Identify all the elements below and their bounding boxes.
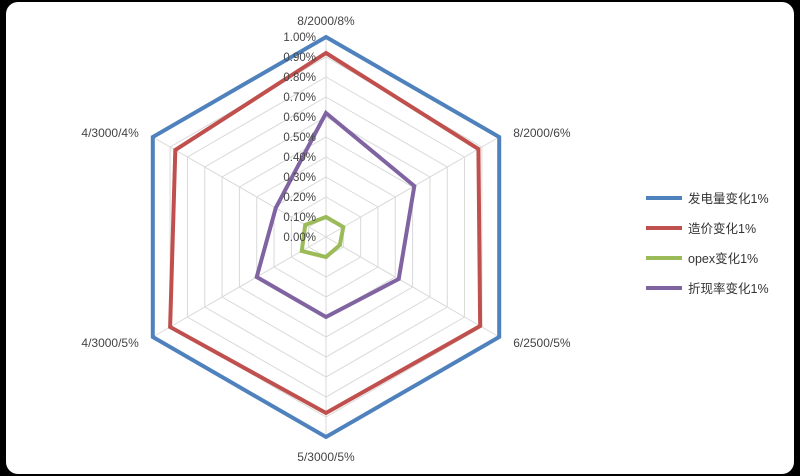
radial-tick-label: 0.40%: [283, 152, 316, 164]
grid-spoke: [325, 236, 500, 338]
category-label: 4/3000/5%: [81, 336, 139, 350]
radar-chart: 0.00% 0.10% 0.20% 0.30% 0.40% 0.50% 0.60% 0.70%…: [81, 14, 769, 464]
radial-tick-label: 0.70%: [283, 92, 316, 104]
category-label: 6/2500/5%: [513, 336, 571, 350]
legend-label: opex变化1%: [688, 251, 758, 266]
radial-tick-label: 0.60%: [283, 112, 316, 124]
series-line-2: [168, 50, 483, 416]
series-line-3: [299, 214, 346, 260]
radial-tick-label: 0.00%: [283, 232, 316, 244]
radial-tick-label: 1.00%: [283, 32, 316, 44]
legend-label: 造价变化1%: [688, 221, 756, 236]
chart-frame: 0.00% 0.10% 0.20% 0.30% 0.40% 0.50% 0.60% 0.70%…: [6, 2, 794, 474]
radial-tick-label: 0.10%: [283, 212, 316, 224]
legend-label: 折现率变化1%: [688, 281, 769, 296]
radial-tick-label: 0.50%: [283, 132, 316, 144]
legend-label: 发电量变化1%: [688, 191, 769, 206]
series-line-4: [254, 109, 417, 320]
grid-spoke: [152, 136, 327, 238]
series-line-1: [150, 34, 502, 440]
category-label: 4/3000/4%: [81, 126, 139, 140]
radial-tick-label: 0.80%: [283, 72, 316, 84]
radial-tick-label: 0.20%: [283, 192, 316, 204]
category-label: 8/2000/6%: [513, 126, 571, 140]
grid-spoke: [152, 236, 327, 338]
category-label: 8/2000/8%: [297, 14, 355, 28]
radial-tick-label: 0.90%: [283, 52, 316, 64]
category-label: 5/3000/5%: [297, 450, 355, 464]
radial-tick-label: 0.30%: [283, 172, 316, 184]
